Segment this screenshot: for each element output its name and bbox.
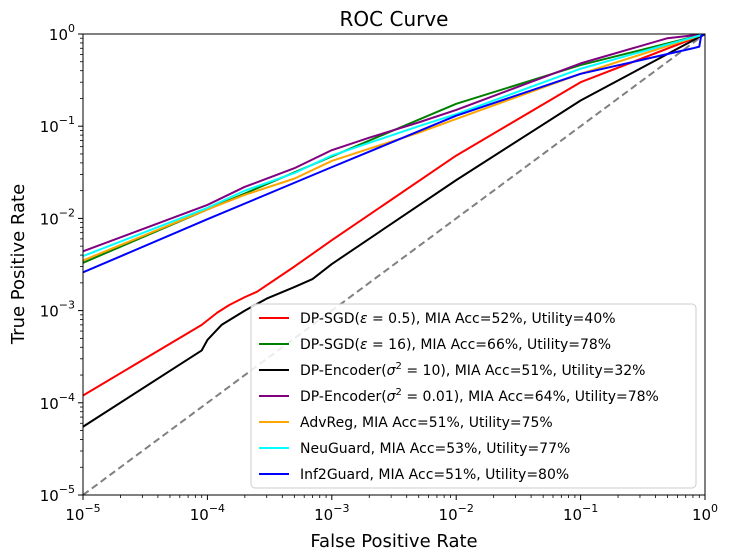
- series-line-6: [83, 34, 705, 274]
- legend-item: DP-Encoder(σ2 = 10), MIA Acc=51%, Utilit…: [259, 361, 645, 379]
- legend-item: DP-SGD(ε = 16), MIA Acc=66%, Utility=78%: [259, 337, 611, 353]
- y-axis: 10−5 10−4 10−3 10−2 10−1 100: [40, 22, 83, 505]
- series-line-2: [83, 34, 705, 428]
- legend-label: DP-SGD(ε = 16), MIA Acc=66%, Utility=78%: [300, 337, 611, 353]
- x-tick-label: 10−4: [190, 502, 225, 524]
- chart-title: ROC Curve: [340, 7, 449, 31]
- x-tick-label: 10−2: [439, 502, 474, 524]
- series-group: [83, 34, 705, 495]
- series-line-5: [83, 34, 705, 258]
- legend-item: NeuGuard, MIA Acc=53%, Utility=77%: [259, 441, 570, 457]
- x-tick-label: 10−1: [563, 502, 598, 524]
- legend-item: AdvReg, MIA Acc=51%, Utility=75%: [259, 415, 553, 431]
- legend: DP-SGD(ε = 0.5), MIA Acc=52%, Utility=40…: [250, 303, 697, 489]
- y-tick-label: 10−5: [40, 483, 75, 505]
- y-tick-label: 10−2: [40, 206, 75, 228]
- y-tick-label: 10−3: [40, 299, 75, 321]
- series-line-4: [83, 34, 705, 262]
- x-axis: 10−5 10−4 10−3 10−2 10−1 100: [65, 495, 718, 524]
- plot-frame: [82, 33, 706, 496]
- series-line-3: [83, 34, 705, 253]
- x-tick-label: 10−3: [314, 502, 349, 524]
- y-tick-label: 10−4: [40, 391, 75, 413]
- y-tick-label: 100: [49, 22, 75, 44]
- y-tick-label: 10−1: [40, 114, 75, 136]
- legend-item: Inf2Guard, MIA Acc=51%, Utility=80%: [259, 467, 569, 483]
- series-line-0: [83, 34, 705, 397]
- legend-label: DP-Encoder(σ2 = 0.01), MIA Acc=64%, Util…: [300, 387, 659, 405]
- legend-label: AdvReg, MIA Acc=51%, Utility=75%: [300, 415, 553, 431]
- x-axis-label: False Positive Rate: [310, 531, 477, 552]
- legend-item: DP-Encoder(σ2 = 0.01), MIA Acc=64%, Util…: [259, 387, 659, 405]
- legend-label: DP-Encoder(σ2 = 10), MIA Acc=51%, Utilit…: [300, 361, 645, 379]
- x-tick-label: 100: [692, 502, 718, 524]
- legend-item: DP-SGD(ε = 0.5), MIA Acc=52%, Utility=40…: [259, 311, 616, 327]
- legend-label: NeuGuard, MIA Acc=53%, Utility=77%: [300, 441, 570, 457]
- legend-label: Inf2Guard, MIA Acc=51%, Utility=80%: [300, 467, 569, 483]
- legend-box: [250, 303, 697, 489]
- legend-label: DP-SGD(ε = 0.5), MIA Acc=52%, Utility=40…: [300, 311, 616, 327]
- x-tick-label: 10−5: [65, 502, 100, 524]
- series-line-1: [83, 34, 705, 264]
- diagonal-reference-line: [83, 34, 705, 495]
- y-axis-label: True Positive Rate: [8, 184, 29, 345]
